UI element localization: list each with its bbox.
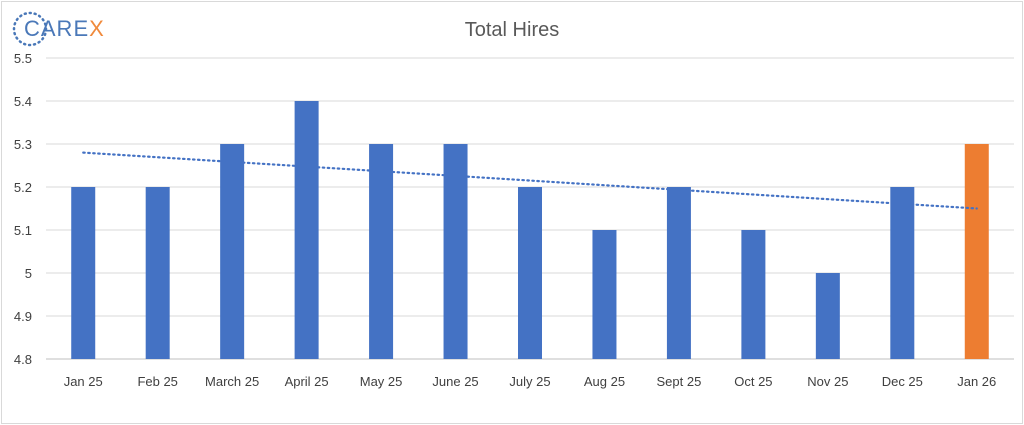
y-tick-label: 4.9 xyxy=(14,309,32,324)
bar-oct-25 xyxy=(741,230,766,359)
logo-text-accent: X xyxy=(89,16,105,41)
bar-jan-25 xyxy=(71,187,96,359)
gridlines xyxy=(46,57,1014,360)
y-tick-label: 5 xyxy=(25,266,32,281)
logo-text: CAREX xyxy=(24,16,105,41)
y-tick-label: 5.5 xyxy=(14,51,32,66)
x-axis-ticks: Jan 25 Feb 25 March 25 April 25 May 25 June 2… xyxy=(64,374,997,389)
trendline xyxy=(82,151,978,210)
x-tick-label: Jan 25 xyxy=(64,374,103,389)
bar-march-25 xyxy=(220,144,245,359)
chart-title: Total Hires xyxy=(465,19,559,41)
x-tick-label: May 25 xyxy=(360,374,403,389)
bar-aug-25 xyxy=(592,230,617,359)
x-tick-label: June 25 xyxy=(432,374,478,389)
bar-jan-26 xyxy=(964,144,989,359)
logo-text-main: CARE xyxy=(24,16,89,41)
y-tick-label: 5.3 xyxy=(14,137,32,152)
bar-june-25 xyxy=(443,144,468,359)
bar-april-25 xyxy=(294,101,319,359)
x-tick-label: Dec 25 xyxy=(882,374,923,389)
bar-dec-25 xyxy=(890,187,915,359)
x-tick-label: Nov 25 xyxy=(807,374,848,389)
y-tick-label: 4.8 xyxy=(14,352,32,367)
x-tick-label: Sept 25 xyxy=(657,374,702,389)
y-tick-label: 5.2 xyxy=(14,180,32,195)
bar-nov-25 xyxy=(815,273,840,359)
logo-ring-icon xyxy=(12,11,48,47)
x-tick-label: April 25 xyxy=(285,374,329,389)
bar-series xyxy=(71,101,989,359)
x-tick-label: Feb 25 xyxy=(137,374,177,389)
carex-logo: CAREX xyxy=(12,11,105,47)
x-tick-label: Aug 25 xyxy=(584,374,625,389)
bar-feb-25 xyxy=(145,187,170,359)
x-tick-label: July 25 xyxy=(509,374,550,389)
bar-may-25 xyxy=(369,144,394,359)
trendline-line xyxy=(82,151,978,210)
y-axis-ticks: 4.8 4.9 5 5.1 5.2 5.3 5.4 5.5 xyxy=(14,51,32,367)
y-tick-label: 5.1 xyxy=(14,223,32,238)
y-tick-label: 5.4 xyxy=(14,94,32,109)
bar-july-25 xyxy=(518,187,542,359)
bar-sept-25 xyxy=(666,187,691,359)
x-tick-label: Jan 26 xyxy=(957,374,996,389)
x-tick-label: Oct 25 xyxy=(734,374,772,389)
x-tick-label: March 25 xyxy=(205,374,259,389)
